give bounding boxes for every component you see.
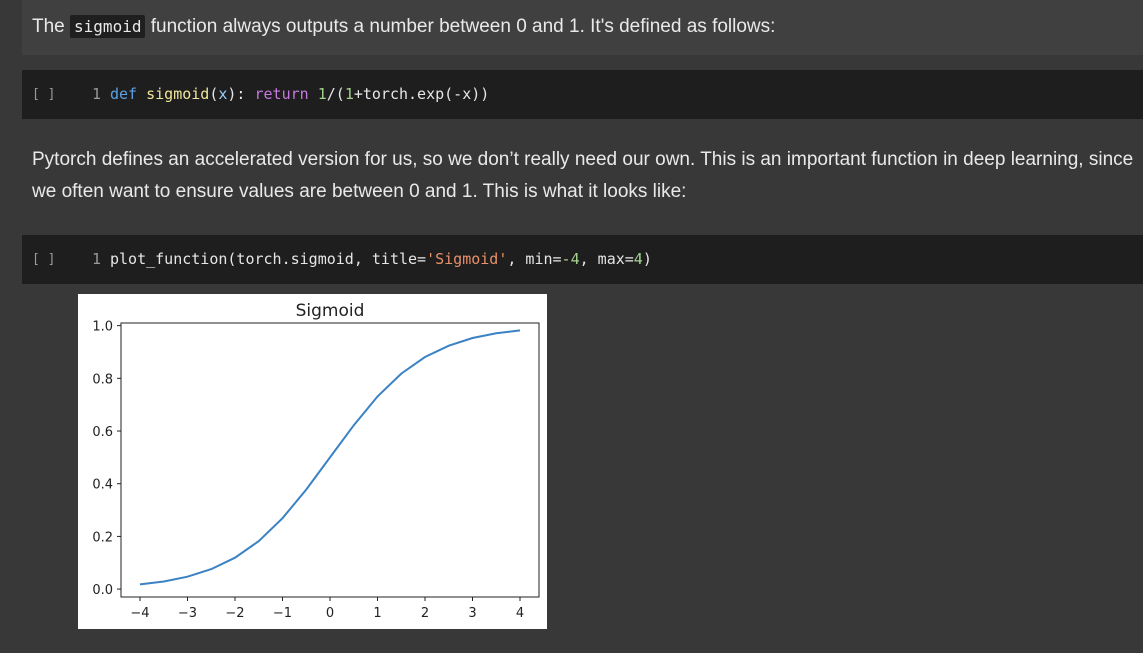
markdown-cell-sigmoid-intro[interactable]: The sigmoid function always outputs a nu… xyxy=(22,0,1143,55)
line-number: 1 xyxy=(92,250,102,268)
code-line[interactable]: def sigmoid(x): return 1/(1+torch.exp(-x… xyxy=(110,85,489,103)
token-string: 'Sigmoid' xyxy=(426,250,508,268)
token-expr: +torch.exp(-x)) xyxy=(353,85,490,103)
series-line xyxy=(139,329,521,586)
markdown-text: The sigmoid function always outputs a nu… xyxy=(32,15,776,38)
token-number: 1 xyxy=(317,85,327,103)
x-tick-label: −3 xyxy=(178,606,197,621)
line-number: 1 xyxy=(92,85,102,103)
token-return: return xyxy=(254,85,309,103)
x-tick-label: 0 xyxy=(326,606,334,621)
x-tick-label: 3 xyxy=(468,606,476,621)
code-line[interactable]: plot_function(torch.sigmoid, title='Sigm… xyxy=(110,250,652,268)
x-tick-label: 4 xyxy=(516,606,524,621)
y-tick-label: 0.8 xyxy=(92,372,113,387)
token-paren: ) xyxy=(642,250,652,268)
token-expr: , min= xyxy=(507,250,562,268)
y-tick-label: 0.6 xyxy=(92,425,113,440)
token-number: 1 xyxy=(344,85,354,103)
code-cell-plot-function[interactable]: [ ] 1 plot_function(torch.sigmoid, title… xyxy=(22,235,1143,284)
chart-title: Sigmoid xyxy=(296,301,365,321)
x-tick-label: −2 xyxy=(225,606,244,621)
plot-frame xyxy=(120,322,540,598)
token-paren: ( xyxy=(209,85,219,103)
token-space xyxy=(309,85,318,103)
token-op: /( xyxy=(326,85,345,103)
token-keyword: def xyxy=(110,85,138,103)
token-param: x xyxy=(218,85,228,103)
markdown-cell-pytorch-note[interactable]: Pytorch defines an accelerated version f… xyxy=(32,149,1134,202)
x-tick-label: −4 xyxy=(130,606,149,621)
sigmoid-plot-output: Sigmoid −4 −3 −2 −1 0 1 2 3 4 0.0 0.2 0.4 0.6 0.8 1.0 xyxy=(78,294,547,629)
sigmoid-chart: Sigmoid −4 −3 −2 −1 0 1 2 3 4 0.0 0.2 0.4 0.6 0.8 1.0 xyxy=(92,301,540,621)
text-after: function always outputs a number between… xyxy=(145,16,776,37)
inline-code-sigmoid: sigmoid xyxy=(70,15,146,38)
token-expr: plot_function(torch.sigmoid, title= xyxy=(110,250,427,268)
run-cell-button[interactable]: [ ] xyxy=(32,87,56,102)
x-tick-label: 1 xyxy=(373,606,381,621)
text-before: The xyxy=(32,16,71,37)
x-tick-label: −1 xyxy=(273,606,292,621)
code-cell-sigmoid-def[interactable]: [ ] 1 def sigmoid(x): return 1/(1+torch.… xyxy=(22,70,1143,119)
y-tick-label: 1.0 xyxy=(92,320,113,335)
token-function-name: sigmoid xyxy=(146,85,210,103)
y-tick-label: 0.2 xyxy=(92,530,113,545)
x-tick-label: 2 xyxy=(421,606,429,621)
token-number: 4 xyxy=(633,250,643,268)
y-tick-label: 0.4 xyxy=(92,478,113,493)
token-number: -4 xyxy=(561,250,580,268)
token-paren: ): xyxy=(227,85,255,103)
chart-axes: −4 −3 −2 −1 0 1 2 3 4 0.0 0.2 0.4 0.6 0.8 1.0 xyxy=(92,320,540,621)
run-cell-button[interactable]: [ ] xyxy=(32,252,56,267)
token-expr: , max= xyxy=(579,250,634,268)
y-tick-label: 0.0 xyxy=(92,583,113,598)
